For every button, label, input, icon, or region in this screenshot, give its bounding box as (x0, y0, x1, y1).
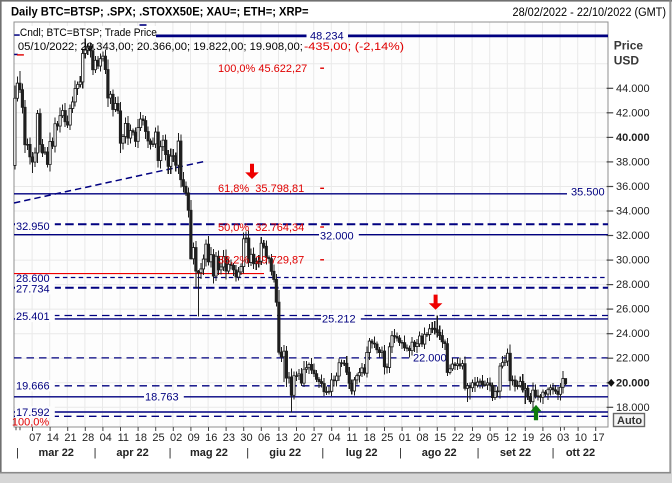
svg-text:|: | (246, 447, 249, 459)
svg-text:42.000: 42.000 (616, 107, 650, 119)
svg-text:28.600: 28.600 (16, 273, 50, 285)
svg-text:22.000: 22.000 (616, 353, 650, 365)
svg-text:19.666: 19.666 (16, 381, 50, 393)
svg-text:32.000: 32.000 (320, 231, 354, 243)
svg-text:38.000: 38.000 (616, 156, 650, 168)
svg-text:48.234: 48.234 (310, 31, 344, 43)
svg-text:17: 17 (592, 432, 604, 444)
svg-text:15: 15 (434, 432, 446, 444)
svg-text:12: 12 (504, 432, 516, 444)
svg-text:Auto: Auto (617, 415, 642, 427)
svg-text:|: | (552, 447, 555, 459)
svg-text:|: | (16, 447, 19, 459)
svg-text:11: 11 (346, 432, 357, 444)
svg-text:100,0% 45.622,27: 100,0% 45.622,27 (218, 63, 307, 75)
svg-text:27.734: 27.734 (16, 284, 50, 296)
svg-text:40.000: 40.000 (616, 132, 650, 144)
svg-text:07: 07 (29, 432, 41, 444)
svg-text:apr 22: apr 22 (116, 447, 148, 459)
svg-text:set 22: set 22 (500, 447, 531, 459)
svg-text:24.000: 24.000 (616, 328, 650, 340)
svg-text:Price: Price (614, 39, 644, 53)
svg-text:Cndl; BTC=BTSP; Trade Price: Cndl; BTC=BTSP; Trade Price (20, 27, 157, 39)
svg-text:28/02/2022 - 22/10/2022 (GMT): 28/02/2022 - 22/10/2022 (GMT) (513, 7, 667, 19)
svg-text:30: 30 (240, 432, 252, 444)
svg-text:04: 04 (328, 432, 340, 444)
svg-text:50,0% 32.764,34: 50,0% 32.764,34 (218, 222, 304, 234)
svg-text:08: 08 (416, 432, 428, 444)
svg-text:25.212: 25.212 (322, 313, 356, 325)
svg-text:09: 09 (188, 432, 200, 444)
svg-text:20.000: 20.000 (616, 377, 650, 389)
svg-text:26: 26 (540, 432, 552, 444)
svg-text:ago 22: ago 22 (422, 447, 457, 459)
svg-text:28.000: 28.000 (616, 279, 650, 291)
svg-text:13: 13 (276, 432, 288, 444)
svg-text:25: 25 (152, 432, 164, 444)
svg-text:32.950: 32.950 (16, 221, 50, 233)
svg-text:19: 19 (522, 432, 534, 444)
svg-text:|: | (399, 447, 402, 459)
svg-text:38,2% 29.729,87: 38,2% 29.729,87 (218, 255, 304, 267)
svg-text:21: 21 (64, 432, 76, 444)
svg-text:36.000: 36.000 (616, 181, 650, 193)
svg-text:18.763: 18.763 (145, 392, 179, 404)
svg-text:|: | (477, 447, 480, 459)
svg-text:18.000: 18.000 (616, 402, 650, 414)
svg-text:44.000: 44.000 (616, 83, 650, 95)
svg-text:10: 10 (575, 432, 587, 444)
svg-text:22: 22 (452, 432, 464, 444)
svg-text:giu 22: giu 22 (269, 447, 301, 459)
svg-text:18: 18 (364, 432, 376, 444)
svg-text:mar 22: mar 22 (38, 447, 73, 459)
svg-text:-435,00; (-2,14%): -435,00; (-2,14%) (304, 41, 404, 53)
svg-text:100,0%: 100,0% (12, 416, 50, 428)
svg-text:14: 14 (47, 432, 59, 444)
svg-text:|: | (321, 447, 324, 459)
svg-text:20: 20 (293, 432, 305, 444)
svg-text:29: 29 (469, 432, 481, 444)
svg-text:30.000: 30.000 (616, 255, 650, 267)
svg-text:28: 28 (82, 432, 94, 444)
svg-text:02: 02 (170, 432, 182, 444)
svg-text:03: 03 (557, 432, 569, 444)
svg-text:25: 25 (381, 432, 393, 444)
svg-text:05: 05 (487, 432, 499, 444)
svg-text:23: 23 (223, 432, 235, 444)
svg-text:11: 11 (118, 432, 129, 444)
svg-text:61,8% 35.798,81: 61,8% 35.798,81 (218, 183, 304, 195)
svg-text:mag 22: mag 22 (190, 447, 228, 459)
svg-text:16: 16 (205, 432, 217, 444)
svg-text:32.000: 32.000 (616, 230, 650, 242)
svg-text:17.592: 17.592 (16, 407, 50, 419)
svg-text:06: 06 (258, 432, 270, 444)
svg-text:|: | (94, 447, 97, 459)
svg-text:05/10/2022; 20.343,00; 20.366,: 05/10/2022; 20.343,00; 20.366,00; 19.822… (18, 41, 303, 53)
svg-text:35.500: 35.500 (571, 187, 605, 199)
svg-text:27: 27 (311, 432, 323, 444)
svg-text:ott 22: ott 22 (566, 447, 595, 459)
svg-text:01: 01 (399, 432, 411, 444)
svg-text:04: 04 (100, 432, 112, 444)
svg-text:|: | (169, 447, 172, 459)
svg-text:25.401: 25.401 (16, 311, 50, 323)
svg-text:34.000: 34.000 (616, 206, 650, 218)
svg-text:Daily BTC=BTSP; .SPX; .STOXX50: Daily BTC=BTSP; .SPX; .STOXX50E; XAU=; E… (11, 5, 309, 19)
svg-text:18: 18 (135, 432, 147, 444)
svg-text:22.000: 22.000 (413, 353, 447, 365)
svg-text:USD: USD (614, 54, 640, 68)
svg-text:lug 22: lug 22 (346, 447, 378, 459)
svg-text:26.000: 26.000 (616, 304, 650, 316)
